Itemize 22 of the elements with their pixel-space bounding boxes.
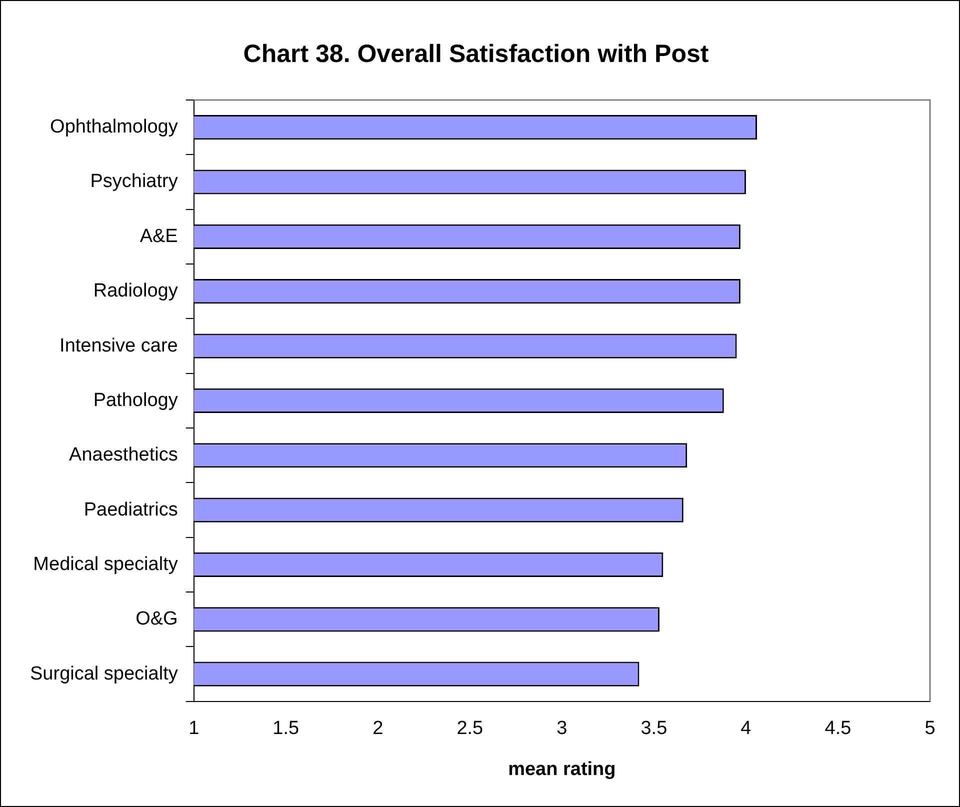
y-tick-label: Psychiatry [90, 171, 178, 192]
y-tick-label: Ophthalmology [50, 116, 178, 138]
x-axis-title: mean rating [508, 758, 616, 780]
y-tick-label: Medical specialty [33, 554, 178, 575]
y-tick-label: A&E [140, 226, 178, 247]
y-tick-label: Surgical specialty [30, 663, 178, 684]
x-tick-label: 2.5 [456, 718, 484, 740]
y-tick-label: Radiology [93, 280, 178, 302]
y-tick-label: Intensive care [60, 335, 178, 356]
y-tick-label: Anaesthetics [69, 444, 178, 466]
x-tick-label: 4 [740, 718, 752, 740]
x-tick-label: 5 [924, 718, 936, 740]
y-tick-label: O&G [136, 608, 178, 630]
x-tick-label: 1 [188, 718, 200, 740]
x-tick-label: 3 [556, 718, 568, 740]
x-tick-label: 4.5 [824, 718, 852, 740]
y-tick-label: Pathology [93, 390, 178, 411]
y-tick-label: Paediatrics [84, 499, 178, 520]
chart-title: Chart 38. Overall Satisfaction with Post [243, 40, 710, 68]
x-tick-label: 2 [372, 718, 384, 740]
x-tick-label: 3.5 [640, 718, 668, 740]
x-tick-label: 1.5 [272, 718, 300, 740]
